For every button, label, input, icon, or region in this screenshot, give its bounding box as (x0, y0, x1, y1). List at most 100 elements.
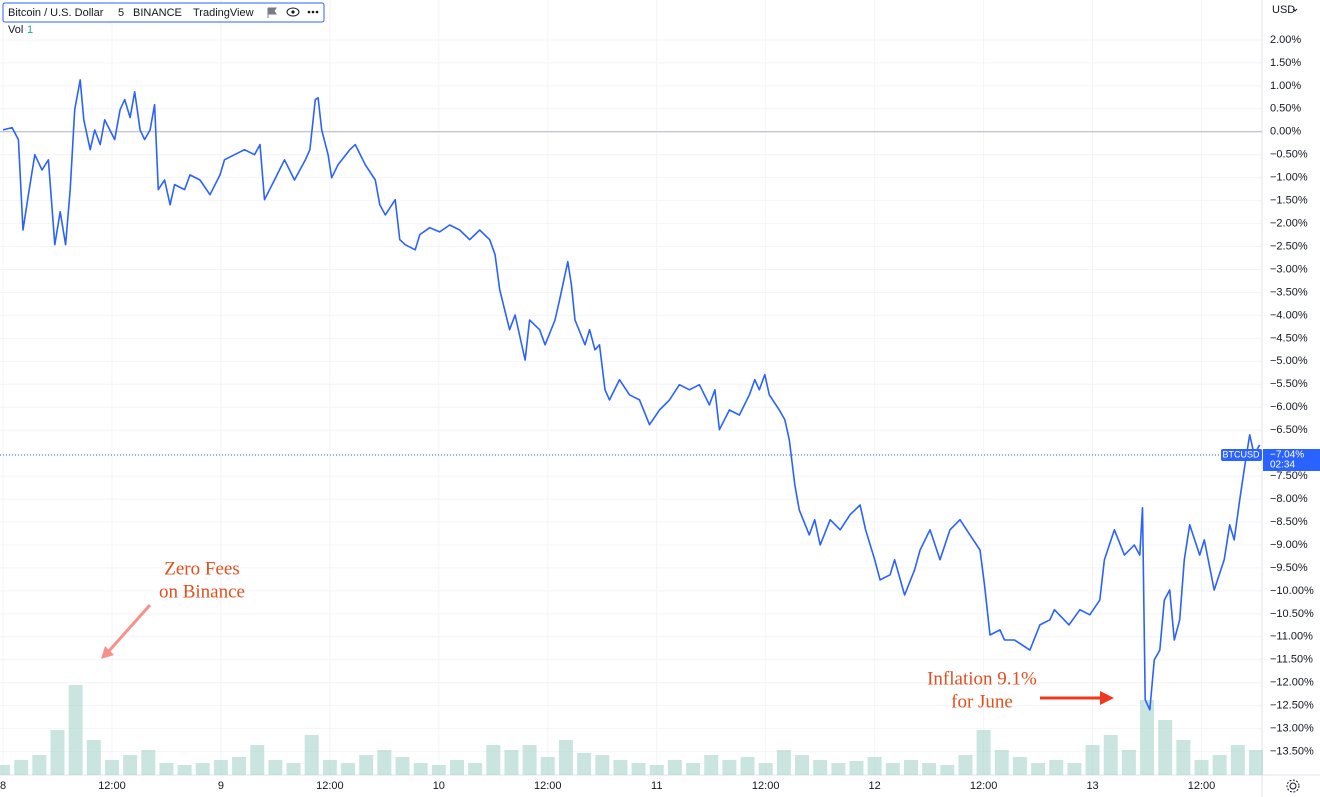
arrow-zero-fees (106, 604, 152, 653)
y-tick-label: −13.00% (1270, 723, 1314, 735)
value-tag-label: −7.04% (1270, 450, 1304, 461)
volume-bar (1194, 760, 1209, 775)
value-tag (1263, 448, 1320, 471)
y-tick-label: −9.50% (1270, 562, 1308, 574)
y-tick-label: −1.00% (1270, 172, 1308, 184)
volume-bar (86, 740, 101, 775)
y-tick-label: −11.50% (1270, 654, 1313, 666)
volume-bar (577, 753, 592, 775)
exchange: BINANCE (133, 7, 182, 19)
y-tick-label: −4.00% (1270, 309, 1308, 321)
symbol-title: Bitcoin / U.S. Dollar (8, 7, 104, 19)
volume-bar (958, 755, 973, 775)
volume-bar (141, 750, 156, 775)
volume-bar (195, 763, 210, 775)
arrow-head (1100, 691, 1114, 705)
y-tick-label: 2.00% (1270, 34, 1301, 46)
volume-bar (885, 763, 900, 775)
y-tick-label: 0.00% (1270, 126, 1301, 138)
volume-bar (722, 760, 737, 775)
x-tick-label: 12:00 (1188, 780, 1216, 792)
volume-bar (1212, 755, 1227, 775)
arrow-head (101, 646, 114, 659)
volume-bar (867, 757, 882, 775)
volume-bar (1121, 750, 1136, 775)
y-tick-label: −1.50% (1270, 195, 1308, 207)
volume-bar (123, 755, 138, 775)
volume-bar (813, 760, 828, 775)
countdown-label: 02:34 (1270, 460, 1295, 471)
volume-bar (613, 760, 628, 775)
volume-bar (740, 757, 755, 775)
volume-bar (522, 745, 537, 775)
volume-bar (903, 760, 918, 775)
y-tick-label: −6.00% (1270, 401, 1308, 413)
y-tick-label: −2.00% (1270, 217, 1308, 229)
y-tick-label: −12.00% (1270, 677, 1314, 689)
y-tick-label: −6.50% (1270, 424, 1308, 436)
y-tick-label: −5.50% (1270, 378, 1308, 390)
volume-bar (831, 763, 846, 775)
annotation: for June (951, 691, 1013, 712)
annotation: Inflation 9.1% (927, 668, 1037, 689)
volume-bar (0, 765, 10, 775)
volume-bar (595, 755, 610, 775)
volume-bar (359, 755, 374, 775)
volume-bar (268, 760, 283, 775)
flag-icon[interactable] (267, 7, 277, 18)
volume-bar (795, 755, 810, 775)
eye-icon[interactable] (286, 7, 300, 17)
interval: 5 (118, 7, 124, 19)
volume-bar (940, 765, 955, 775)
annotation: Zero Fees (164, 558, 239, 579)
currency-caret (1292, 8, 1298, 12)
volume-bar (1103, 735, 1118, 775)
volume-bar (922, 763, 937, 775)
y-tick-label: −13.50% (1270, 745, 1314, 757)
legend-box[interactable] (2, 2, 325, 23)
volume-bar (1049, 760, 1064, 775)
volume-bar (159, 763, 174, 775)
x-tick-label: 13 (1086, 780, 1098, 792)
more-icon[interactable] (307, 10, 319, 14)
volume-bar (686, 763, 701, 775)
x-tick-label: 12:00 (534, 780, 562, 792)
price-line-series (2, 79, 1261, 711)
volume-bar (213, 760, 228, 775)
volume-bar (468, 763, 483, 775)
y-tick-label: −0.50% (1270, 149, 1308, 161)
volume-bar (976, 730, 991, 775)
currency[interactable]: USD (1272, 4, 1295, 16)
volume-label: Vol (8, 24, 23, 36)
volume-bar (449, 760, 464, 775)
y-tick-label: −12.50% (1270, 700, 1314, 712)
volume-bar (1085, 745, 1100, 775)
y-tick-label: −3.50% (1270, 286, 1308, 298)
volume-bar (177, 765, 192, 775)
volume-bar (1249, 750, 1264, 775)
volume-bar (1140, 700, 1155, 775)
x-tick-label: 8 (0, 780, 6, 792)
y-tick-label: −8.00% (1270, 493, 1308, 505)
y-tick-label: 0.50% (1270, 103, 1301, 115)
volume-bar (377, 750, 392, 775)
volume-bar (704, 755, 719, 775)
volume-bar (849, 761, 864, 775)
volume-bar (250, 745, 265, 775)
publisher: TradingView (193, 7, 254, 19)
eye-pupil (291, 10, 295, 14)
y-tick-label: −11.00% (1270, 631, 1313, 643)
volume-bar (1230, 745, 1245, 775)
volume-bar (286, 763, 301, 775)
x-tick-label: 9 (218, 780, 224, 792)
volume-bar (322, 760, 337, 775)
volume-bar (994, 750, 1009, 775)
volume-bar (504, 750, 519, 775)
volume-bar (32, 755, 47, 775)
x-tick-label: 11 (651, 780, 662, 792)
x-tick-label: 12:00 (98, 780, 126, 792)
volume-bar (1176, 740, 1191, 775)
settings-icon[interactable] (1286, 779, 1300, 793)
y-tick-label: −5.00% (1270, 355, 1308, 367)
x-tick-label: 12:00 (970, 780, 998, 792)
